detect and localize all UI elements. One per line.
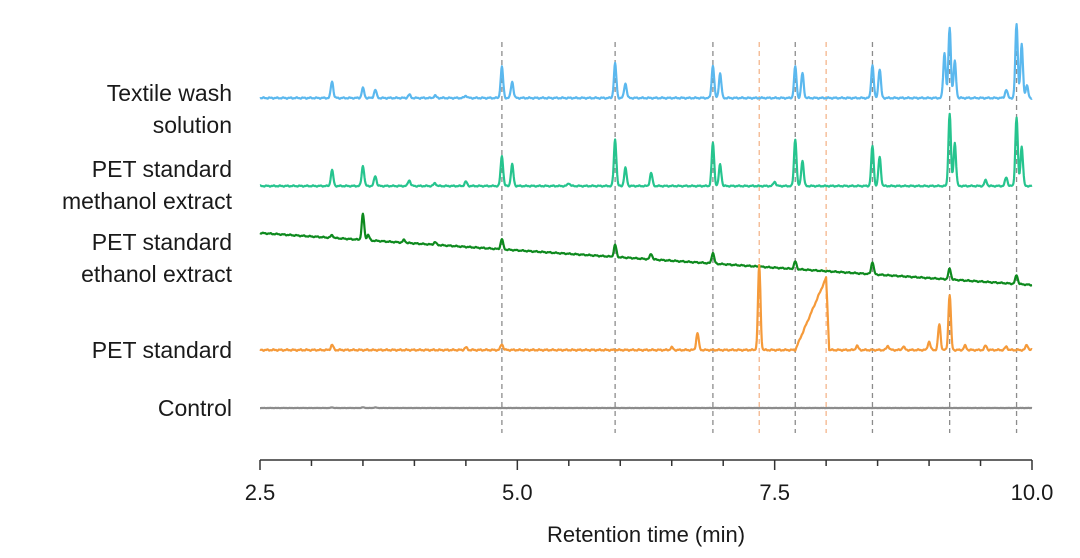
x-axis-title: Retention time (min) [547, 522, 745, 547]
series-label-line: methanol extract [62, 188, 233, 214]
series-label-pet-standard: PET standard [92, 337, 232, 363]
series-label-line: solution [153, 112, 232, 138]
series-line-1 [259, 23, 1033, 100]
x-axis: 2.5 5.0 7.5 10.0 Retention time (min) [245, 459, 1054, 547]
series-label-textile-wash: Textile wash solution [107, 80, 232, 138]
x-ticks [259, 460, 1033, 470]
x-tick-label-2-5: 2.5 [245, 480, 276, 505]
series-line-2 [259, 112, 1033, 188]
chromatogram-traces [259, 23, 1033, 410]
series-line-5 [259, 406, 1033, 410]
series-label-line: PET standard [92, 229, 232, 255]
series-label-line: ethanol extract [81, 261, 232, 287]
series-line-3 [259, 212, 1033, 287]
reference-lines [501, 42, 1018, 433]
series-label-line: PET standard [92, 156, 232, 182]
series-label-methanol-extract: PET standard methanol extract [62, 156, 233, 214]
x-tick-label-5-0: 5.0 [502, 480, 533, 505]
series-label-ethanol-extract: PET standard ethanol extract [81, 229, 232, 287]
series-label-control: Control [158, 395, 232, 421]
x-tick-label-10-0: 10.0 [1011, 480, 1054, 505]
x-tick-label-7-5: 7.5 [759, 480, 790, 505]
series-label-line: Textile wash [107, 80, 232, 106]
series-line-4 [259, 263, 1033, 352]
